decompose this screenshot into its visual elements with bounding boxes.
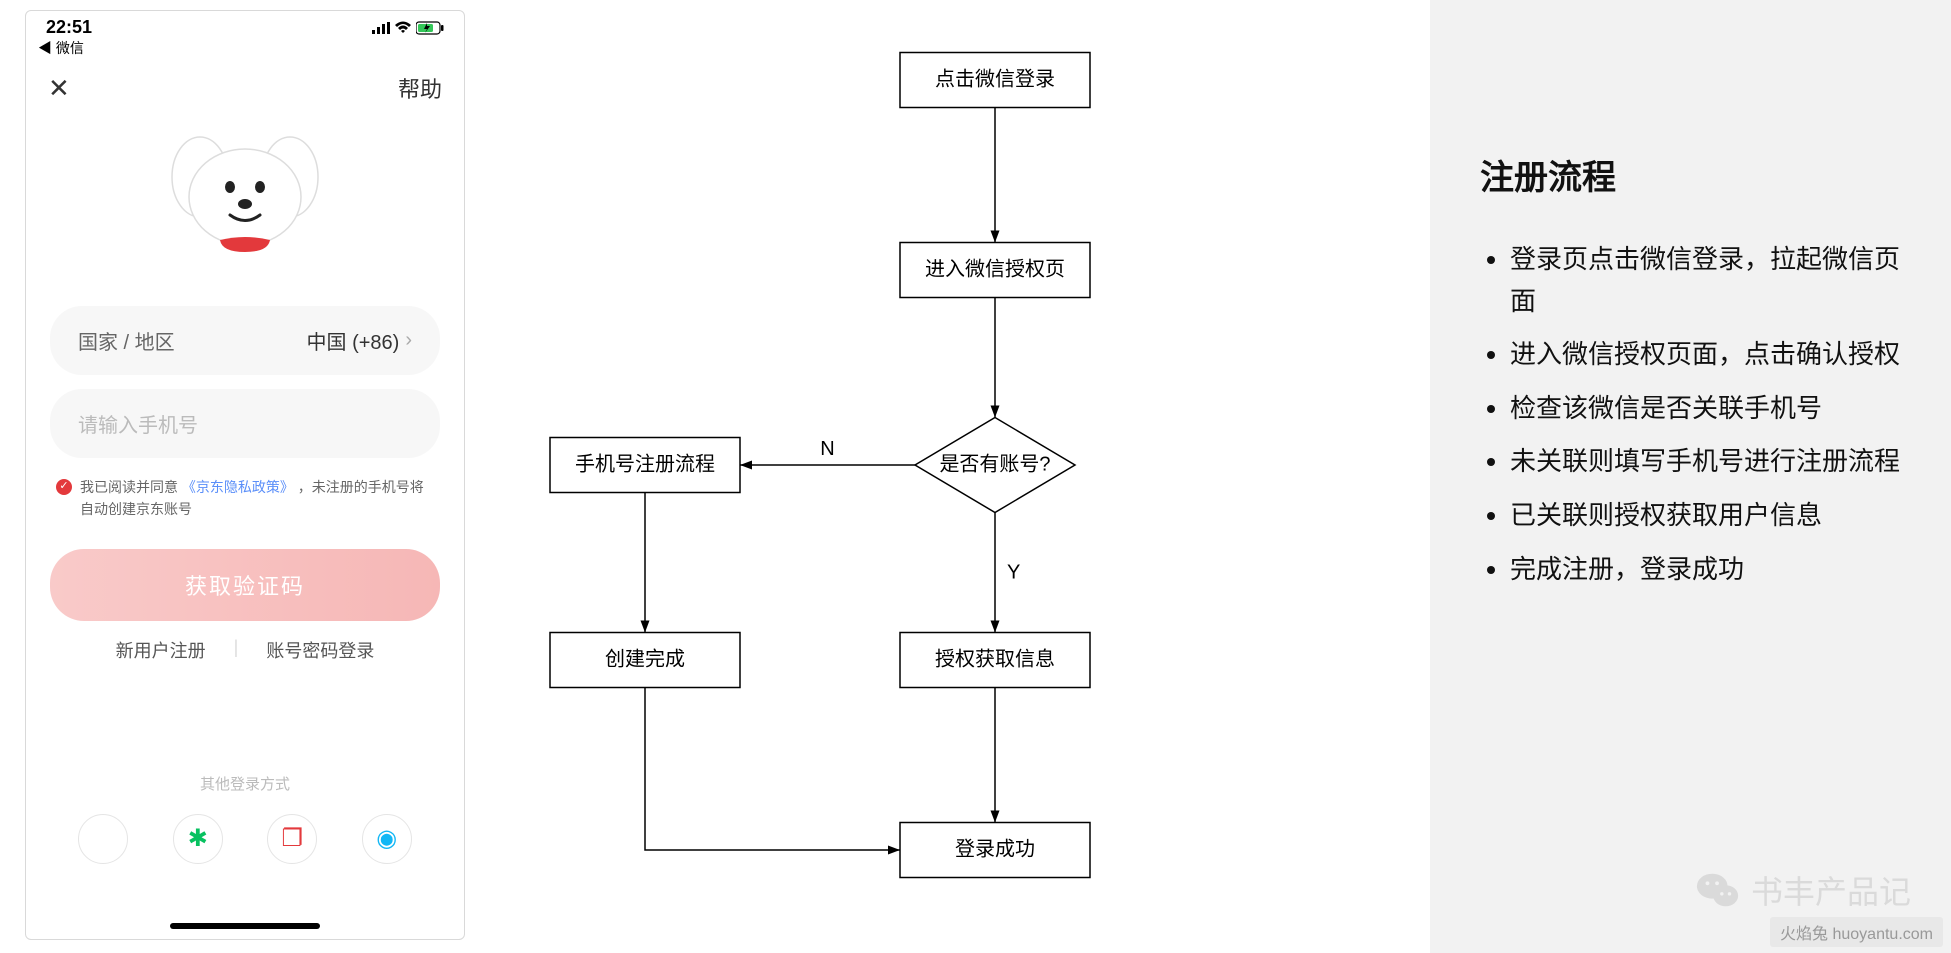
battery-icon <box>416 21 444 35</box>
svg-text:创建完成: 创建完成 <box>605 647 685 670</box>
chevron-right-icon: › <box>405 329 412 352</box>
jd-icon[interactable]: ❐ <box>267 814 317 864</box>
panel-bullet: 检查该微信是否关联手机号 <box>1510 388 1911 430</box>
svg-text:点击微信登录: 点击微信登录 <box>935 67 1055 90</box>
new-user-register[interactable]: 新用户注册 <box>116 637 206 663</box>
svg-text:是否有账号?: 是否有账号? <box>939 452 1050 475</box>
svg-text:Y: Y <box>1007 562 1020 584</box>
footer-credit: 火焰兔 huoyantu.com <box>1770 917 1943 947</box>
region-value: 中国 (+86) <box>307 326 400 355</box>
close-icon[interactable]: ✕ <box>48 75 70 101</box>
apple-icon[interactable] <box>78 814 128 864</box>
back-to-wechat[interactable]: ◀ 微信 <box>26 38 464 62</box>
panel-bullet: 完成注册，登录成功 <box>1510 549 1911 591</box>
home-indicator <box>170 923 320 929</box>
wechat-badge-icon <box>1695 867 1741 913</box>
status-time: 22:51 <box>46 17 92 38</box>
separator: | <box>234 637 239 663</box>
svg-text:授权获取信息: 授权获取信息 <box>935 647 1055 670</box>
status-bar: 22:51 <box>26 11 464 38</box>
agreement-text: 我已阅读并同意 《京东隐私政策》 ，未注册的手机号将自动创建京东账号 <box>80 476 434 521</box>
wechat-badge: 书丰产品记 <box>1695 867 1911 913</box>
panel-bullet: 已关联则授权获取用户信息 <box>1510 495 1911 537</box>
wechat-icon[interactable]: ✱ <box>173 814 223 864</box>
alt-links: 新用户注册 | 账号密码登录 <box>26 637 464 663</box>
status-icons <box>372 21 444 35</box>
panel-bullet: 未关联则填写手机号进行注册流程 <box>1510 441 1911 483</box>
wifi-icon <box>394 21 412 34</box>
region-label: 国家 / 地区 <box>78 326 175 355</box>
region-value-wrap: 中国 (+86) › <box>307 326 412 355</box>
phone-input[interactable]: 请输入手机号 <box>50 389 440 458</box>
login-icons-row: ✱ ❐ ◉ <box>26 794 464 864</box>
nav-row: ✕ 帮助 <box>26 62 464 108</box>
agreement-prefix: 我已阅读并同意 <box>80 479 178 495</box>
register-flowchart: 点击微信登录进入微信授权页是否有账号? 手机号注册流程创建完成 授权获取信息登录成功… <box>520 20 1270 940</box>
phone-placeholder: 请输入手机号 <box>78 409 198 438</box>
text-panel: 注册流程 登录页点击微信登录，拉起微信页面进入微信授权页面，点击确认授权检查该微… <box>1430 0 1951 953</box>
help-link[interactable]: 帮助 <box>398 72 442 104</box>
svg-text:N: N <box>820 438 834 460</box>
qq-icon[interactable]: ◉ <box>362 814 412 864</box>
panel-bullet: 进入微信授权页面，点击确认授权 <box>1510 334 1911 376</box>
other-login-title: 其他登录方式 <box>26 773 464 794</box>
phone-mock: 22:51 ◀ 微信 ✕ 帮助 国家 / 地区 中国 (+86) › <box>25 10 465 940</box>
panel-bullet: 登录页点击微信登录，拉起微信页面 <box>1510 239 1911 322</box>
svg-text:进入微信授权页: 进入微信授权页 <box>925 257 1065 280</box>
panel-bullets: 登录页点击微信登录，拉起微信页面进入微信授权页面，点击确认授权检查该微信是否关联… <box>1480 239 1911 590</box>
jd-mascot <box>26 108 464 292</box>
wechat-badge-text: 书丰产品记 <box>1751 867 1911 913</box>
region-field[interactable]: 国家 / 地区 中国 (+86) › <box>50 306 440 375</box>
agreement-checkbox[interactable]: ✓ <box>56 479 72 495</box>
privacy-link[interactable]: 《京东隐私政策》 <box>182 479 294 495</box>
svg-text:手机号注册流程: 手机号注册流程 <box>575 452 715 475</box>
get-code-button[interactable]: 获取验证码 <box>50 549 440 621</box>
panel-title: 注册流程 <box>1480 150 1911 199</box>
agreement-row: ✓ 我已阅读并同意 《京东隐私政策》 ，未注册的手机号将自动创建京东账号 <box>56 476 434 521</box>
signal-icon <box>372 22 390 34</box>
svg-text:登录成功: 登录成功 <box>955 837 1035 860</box>
password-login[interactable]: 账号密码登录 <box>266 637 374 663</box>
